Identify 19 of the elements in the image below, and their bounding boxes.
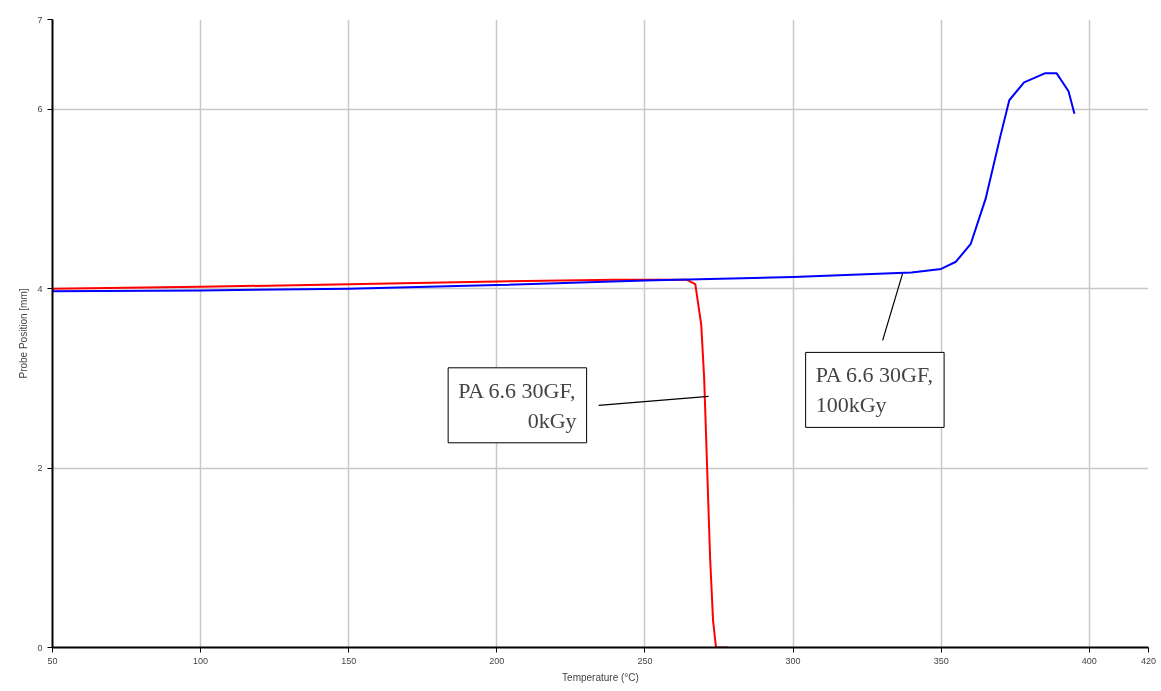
x-tick-label: 200 xyxy=(489,655,505,666)
line-series xyxy=(52,72,1076,293)
x-tick-label: 420 xyxy=(1140,655,1157,666)
annotation: PA 6.6 30GF, 0kGy xyxy=(458,377,577,433)
x-tick-label: 250 xyxy=(637,655,653,666)
x-tick-label: 300 xyxy=(785,655,801,666)
y-tick-label: 7 xyxy=(37,14,43,25)
y-tick-label: 2 xyxy=(37,463,43,474)
y-tick-label: 0 xyxy=(37,642,43,653)
x-tick-label: 400 xyxy=(1081,655,1097,666)
y-tick-label: 6 xyxy=(37,104,43,115)
y-axis-title: Probe Position [mm] xyxy=(18,288,30,379)
x-axis-title: Temperature (°C) xyxy=(562,671,639,683)
x-tick-label: 350 xyxy=(933,655,949,666)
x-tick-label: 150 xyxy=(341,655,357,666)
x-tick-label: 50 xyxy=(47,655,58,666)
annotation: PA 6.6 30GF, 100kGy xyxy=(815,362,933,418)
x-tick-label: 100 xyxy=(193,655,209,666)
y-tick-label: 4 xyxy=(37,283,43,294)
